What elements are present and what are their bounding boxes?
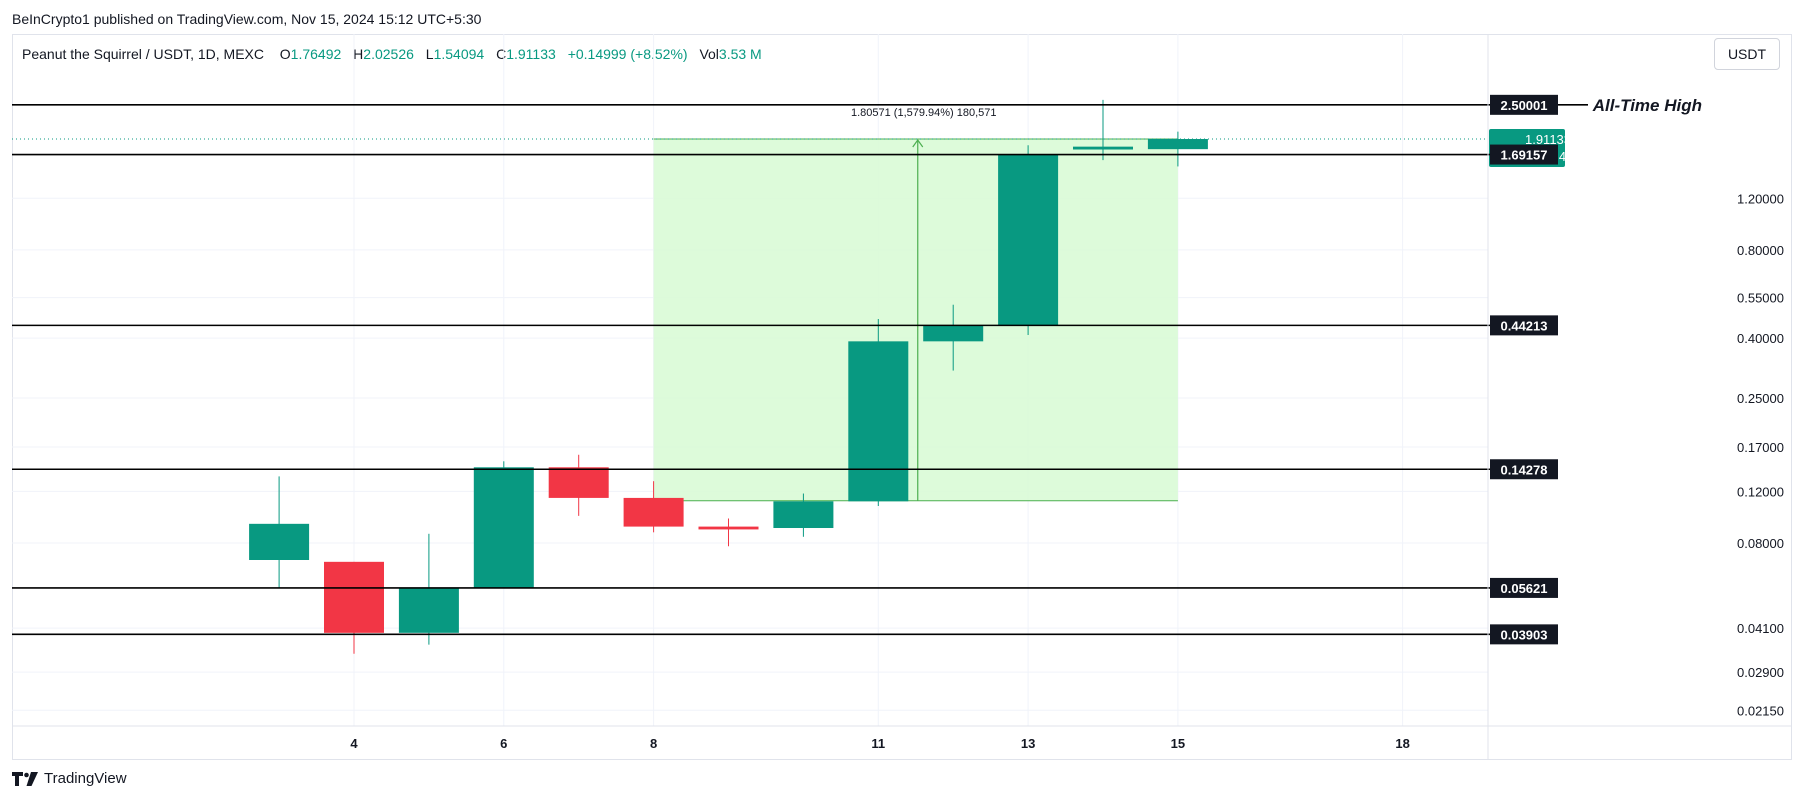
candles-layer [249, 99, 1208, 654]
candle-body [324, 561, 384, 633]
x-axis-tick-label: 15 [1171, 736, 1185, 751]
tradingview-logo-icon [12, 771, 38, 786]
price-range-label: 1.80571 (1,579.94%) 180,571 [851, 107, 997, 119]
low-label: L [425, 46, 434, 62]
x-axis-tick-label: 11 [871, 736, 885, 751]
x-axis-tick-label: 18 [1395, 736, 1409, 751]
level-price-label: 0.14278 [1501, 462, 1548, 477]
candle-body [548, 467, 609, 498]
x-axis-tick-label: 13 [1021, 736, 1035, 751]
symbol-legend: Peanut the Squirrel / USDT, 1D, MEXC O1.… [22, 46, 762, 62]
candle-body [249, 523, 310, 560]
open-value: 1.76492 [290, 46, 342, 62]
x-axis-tick-label: 4 [350, 736, 358, 751]
y-axis-tick-label: 0.17000 [1737, 440, 1784, 455]
all-time-high-label: All-Time High [1592, 96, 1702, 115]
change-value: +0.14999 (+8.52%) [567, 46, 688, 62]
y-axis-tick-label: 0.08000 [1737, 536, 1784, 551]
level-price-tag [1490, 624, 1558, 645]
level-price-label: 0.05621 [1501, 581, 1548, 596]
level-price-tag [1490, 459, 1558, 480]
y-axis-tick-label: 0.25000 [1737, 391, 1784, 406]
candle-body [998, 154, 1059, 326]
candle-body [473, 467, 534, 588]
x-axis-tick-label: 6 [500, 736, 507, 751]
y-axis-tick-label: 0.04100 [1737, 621, 1784, 636]
high-label: H [353, 46, 364, 62]
publisher-caption: BeInCrypto1 published on TradingView.com… [12, 11, 482, 27]
price-range-arrow-head [912, 138, 924, 148]
volume-value: 3.53 M [718, 46, 762, 62]
tradingview-brand: TradingView [44, 770, 127, 787]
level-price-tag [1490, 94, 1558, 115]
currency-button[interactable]: USDT [1714, 38, 1780, 70]
symbol-name[interactable]: Peanut the Squirrel / USDT, 1D, MEXC [22, 46, 264, 62]
tradingview-footer[interactable]: TradingView [12, 770, 127, 787]
level-price-label: 2.50001 [1501, 98, 1548, 113]
low-value: 1.54094 [433, 46, 485, 62]
level-price-tag [1490, 315, 1558, 336]
y-axis-tick-label: 1.20000 [1737, 191, 1784, 206]
open-label: O [279, 46, 291, 62]
level-price-label: 0.03903 [1501, 627, 1548, 642]
candle-body [398, 587, 459, 633]
chart-frame [12, 34, 1792, 760]
close-value: 1.91133 [506, 46, 556, 62]
y-axis-tick-label: 0.02900 [1737, 665, 1784, 680]
y-axis-tick-label: 0.80000 [1737, 243, 1784, 258]
close-label: C [496, 46, 507, 62]
candle-body [623, 497, 684, 527]
y-axis-tick-label: 0.55000 [1737, 291, 1784, 306]
candle-body [773, 501, 834, 529]
level-price-label: 1.69157 [1501, 148, 1548, 163]
level-price-tag [1490, 577, 1558, 598]
level-price-label: 0.44213 [1501, 318, 1548, 333]
y-axis-tick-label: 0.12000 [1737, 484, 1784, 499]
y-axis-tick-label: 0.02150 [1737, 703, 1784, 718]
price-range-measure: 1.80571 (1,579.94%) 180,571 [653, 107, 1178, 502]
y-axis-tick-label: 0.40000 [1737, 331, 1784, 346]
x-axis-tick-label: 8 [650, 736, 657, 751]
level-price-tag [1490, 144, 1558, 165]
volume-label: Vol [699, 46, 719, 62]
current-price-label: 1.91133 [1525, 132, 1571, 147]
high-value: 2.02526 [363, 46, 414, 62]
candle-body [698, 526, 759, 530]
candle-body [1073, 146, 1133, 150]
axes-layer: 1.20000 0.80000 0.55000 0.40000 0.25000 0.170… [12, 34, 1792, 760]
price-range-box [653, 139, 1178, 501]
candle-body [1147, 139, 1208, 150]
candle-body [923, 325, 984, 342]
candle-body [848, 341, 909, 502]
